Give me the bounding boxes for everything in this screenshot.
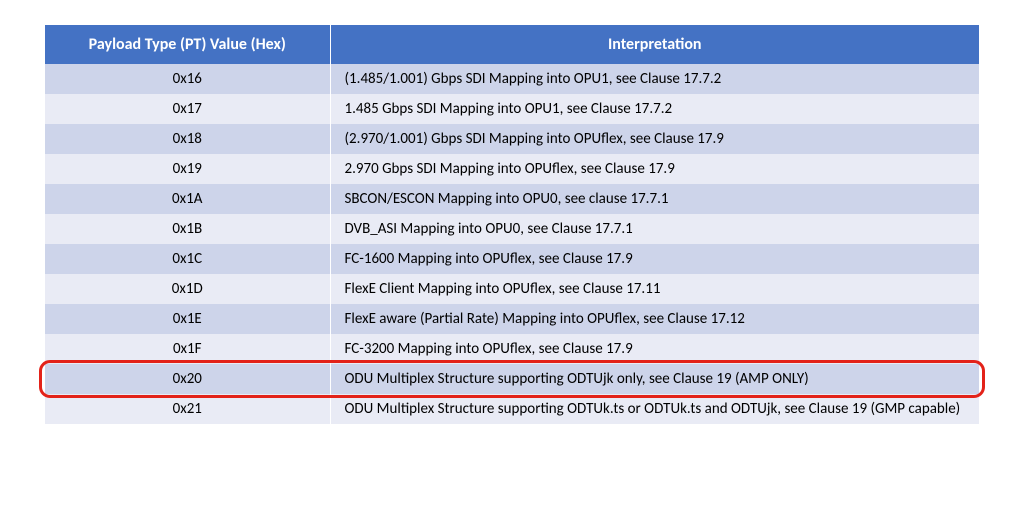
cell-interp: ODU Multiplex Structure supporting ODTUk…: [330, 394, 979, 424]
cell-pt: 0x19: [45, 154, 330, 184]
cell-pt: 0x21: [45, 394, 330, 424]
header-pt: Payload Type (PT) Value (Hex): [45, 25, 330, 64]
cell-pt: 0x20: [45, 364, 330, 394]
cell-pt: 0x1C: [45, 244, 330, 274]
table-row: 0x18 (2.970/1.001) Gbps SDI Mapping into…: [45, 124, 979, 154]
cell-interp: ODU Multiplex Structure supporting ODTUj…: [330, 364, 979, 394]
cell-pt: 0x16: [45, 64, 330, 94]
cell-interp: (1.485/1.001) Gbps SDI Mapping into OPU1…: [330, 64, 979, 94]
cell-interp: FC-3200 Mapping into OPUflex, see Clause…: [330, 334, 979, 364]
cell-interp: 2.970 Gbps SDI Mapping into OPUflex, see…: [330, 154, 979, 184]
cell-pt: 0x17: [45, 94, 330, 124]
table-row: 0x16 (1.485/1.001) Gbps SDI Mapping into…: [45, 64, 979, 94]
table-header-row: Payload Type (PT) Value (Hex) Interpreta…: [45, 25, 979, 64]
table-row: 0x1D FlexE Client Mapping into OPUflex, …: [45, 274, 979, 304]
table-row: 0x1A SBCON/ESCON Mapping into OPU0, see …: [45, 184, 979, 214]
table-row: 0x19 2.970 Gbps SDI Mapping into OPUflex…: [45, 154, 979, 184]
cell-pt: 0x1A: [45, 184, 330, 214]
cell-pt: 0x18: [45, 124, 330, 154]
cell-pt: 0x1B: [45, 214, 330, 244]
table-row: 0x1F FC-3200 Mapping into OPUflex, see C…: [45, 334, 979, 364]
cell-interp: DVB_ASI Mapping into OPU0, see Clause 17…: [330, 214, 979, 244]
table-row: 0x1B DVB_ASI Mapping into OPU0, see Clau…: [45, 214, 979, 244]
table-row: 0x20 ODU Multiplex Structure supporting …: [45, 364, 979, 394]
cell-interp: FC-1600 Mapping into OPUflex, see Clause…: [330, 244, 979, 274]
table-row: 0x1E FlexE aware (Partial Rate) Mapping …: [45, 304, 979, 334]
header-interp: Interpretation: [330, 25, 979, 64]
cell-pt: 0x1D: [45, 274, 330, 304]
table-row: 0x17 1.485 Gbps SDI Mapping into OPU1, s…: [45, 94, 979, 124]
cell-pt: 0x1E: [45, 304, 330, 334]
table-row: 0x21 ODU Multiplex Structure supporting …: [45, 394, 979, 424]
table-row: 0x1C FC-1600 Mapping into OPUflex, see C…: [45, 244, 979, 274]
cell-interp: (2.970/1.001) Gbps SDI Mapping into OPUf…: [330, 124, 979, 154]
cell-interp: 1.485 Gbps SDI Mapping into OPU1, see Cl…: [330, 94, 979, 124]
payload-type-table: Payload Type (PT) Value (Hex) Interpreta…: [45, 25, 979, 424]
cell-interp: FlexE aware (Partial Rate) Mapping into …: [330, 304, 979, 334]
cell-interp: FlexE Client Mapping into OPUflex, see C…: [330, 274, 979, 304]
cell-pt: 0x1F: [45, 334, 330, 364]
cell-interp: SBCON/ESCON Mapping into OPU0, see claus…: [330, 184, 979, 214]
